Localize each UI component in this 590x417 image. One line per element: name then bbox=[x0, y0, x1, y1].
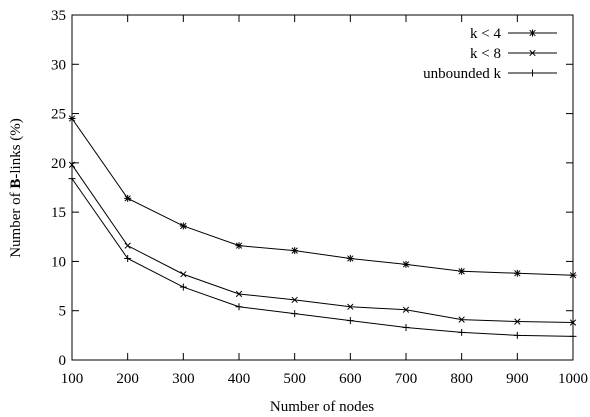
series-line bbox=[71, 164, 574, 324]
data-point bbox=[458, 328, 466, 336]
series-3 bbox=[68, 175, 577, 340]
y-tick-label: 35 bbox=[51, 8, 66, 24]
x-tick-label: 700 bbox=[395, 371, 418, 387]
legend-entry: unbounded k bbox=[423, 66, 557, 82]
y-tick-label: 5 bbox=[59, 304, 67, 320]
data-point bbox=[346, 317, 354, 325]
legend-marker bbox=[529, 69, 536, 77]
data-point bbox=[513, 331, 521, 339]
data-point bbox=[291, 247, 299, 255]
data-point bbox=[179, 283, 187, 291]
legend-label: k < 8 bbox=[470, 46, 501, 62]
data-point bbox=[291, 310, 299, 318]
y-tick-label: 25 bbox=[51, 107, 66, 123]
data-point bbox=[402, 323, 410, 331]
y-axis-label: Number of B-links (%) bbox=[8, 118, 24, 258]
legend-label: k < 4 bbox=[470, 26, 501, 42]
y-tick-label: 30 bbox=[51, 57, 66, 73]
x-tick-label: 800 bbox=[450, 371, 473, 387]
ticks-layer: 0 5 10 15 20 25 30 35 100 200 300 400 500 600 700 800 90… bbox=[51, 8, 588, 387]
legend: k < 4 k < 8 unbounded k bbox=[423, 26, 557, 82]
x-tick-label: 200 bbox=[116, 371, 139, 387]
data-point bbox=[514, 318, 521, 325]
y-axis-label-bold: B bbox=[8, 179, 24, 189]
legend-entry: k < 8 bbox=[470, 46, 557, 62]
y-tick-label: 15 bbox=[51, 205, 66, 221]
y-axis-label-prefix: Number of bbox=[8, 189, 24, 258]
x-tick-label: 500 bbox=[283, 371, 306, 387]
data-point bbox=[402, 260, 410, 268]
data-point bbox=[513, 269, 521, 277]
plot-frame bbox=[71, 14, 574, 361]
x-tick-label: 900 bbox=[506, 371, 529, 387]
data-point bbox=[235, 290, 243, 298]
x-axis-label: Number of nodes bbox=[270, 399, 374, 415]
series-line bbox=[71, 118, 574, 276]
data-point bbox=[179, 222, 187, 230]
data-point bbox=[124, 194, 132, 202]
y-axis-label-suffix: -links (%) bbox=[8, 118, 24, 178]
legend-marker bbox=[529, 29, 536, 37]
data-point bbox=[124, 254, 132, 262]
y-tick-label: 10 bbox=[51, 254, 66, 270]
series-layer bbox=[68, 115, 577, 340]
data-point bbox=[235, 242, 243, 250]
series-2 bbox=[68, 161, 577, 326]
data-point bbox=[346, 254, 354, 262]
legend-marker bbox=[529, 49, 536, 57]
data-point bbox=[458, 316, 465, 323]
data-point bbox=[347, 303, 354, 310]
y-tick-label: 0 bbox=[59, 353, 67, 369]
data-point bbox=[180, 271, 187, 278]
data-point bbox=[458, 267, 466, 275]
legend-entry: k < 4 bbox=[470, 26, 557, 42]
data-point bbox=[235, 303, 243, 311]
x-tick-label: 300 bbox=[172, 371, 195, 387]
data-point bbox=[124, 242, 131, 249]
x-tick-label: 400 bbox=[228, 371, 251, 387]
y-tick-label: 20 bbox=[51, 156, 66, 172]
x-tick-label: 600 bbox=[339, 371, 362, 387]
x-tick-label: 100 bbox=[61, 371, 84, 387]
legend-label: unbounded k bbox=[423, 66, 501, 82]
data-point bbox=[291, 296, 298, 304]
x-tick-label: 1000 bbox=[558, 371, 588, 387]
data-point bbox=[402, 306, 410, 313]
series-line bbox=[71, 178, 574, 337]
